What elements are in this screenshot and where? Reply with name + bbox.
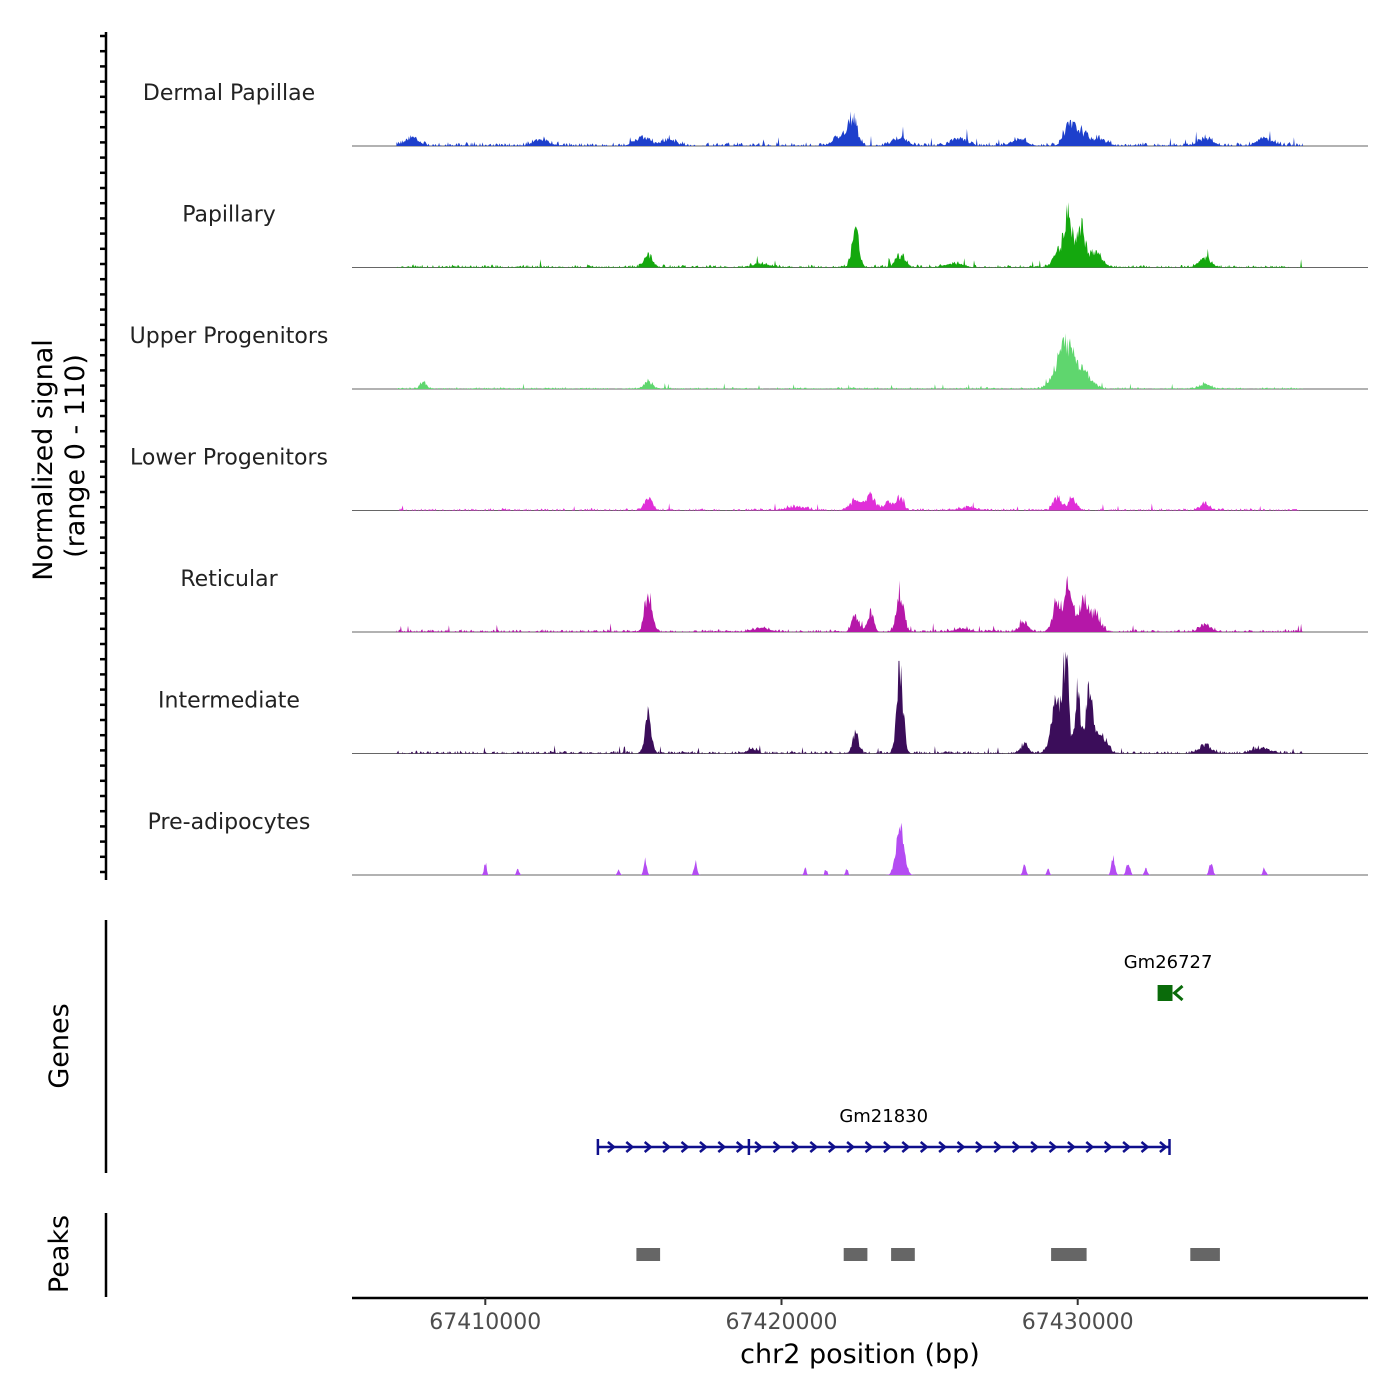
x-tick-label: 67420000 [726,1310,838,1335]
gene-strand-arrow [625,1141,635,1153]
peak-region [891,1248,915,1261]
gene-label: Gm26727 [1124,952,1213,973]
gene-gm21830: Gm21830 [596,1106,1171,1155]
gene-exon [1157,985,1173,1001]
track-dermal-papillae: Dermal Papillae [143,81,1368,147]
track-label: Reticular [180,567,278,592]
gene-strand-arrow [1140,1141,1150,1153]
gene-strand-arrow [699,1141,708,1153]
peak-region [636,1248,661,1261]
track-reticular: Reticular [180,567,1368,633]
gene-strand-arrow [809,1141,819,1153]
track-intermediate: Intermediate [158,651,1368,754]
track-papillary: Papillary [182,202,1368,268]
x-axis-label: chr2 position (bp) [740,1339,980,1370]
y-axis-label-line2: (range 0 - 110) [60,354,91,558]
gene-strand-arrow [643,1141,653,1153]
y-axis-label-line1: Normalized signal [28,339,59,581]
track-label: Lower Progenitors [130,446,328,471]
gene-strand-arrow [993,1141,1003,1153]
peak-region [1051,1248,1087,1261]
track-label: Papillary [182,203,276,228]
gene-strand-arrow [1172,984,1184,1002]
gene-strand-arrow [1122,1141,1132,1153]
gene-strand-arrow [827,1141,837,1153]
x-tick-label: 67410000 [429,1310,541,1335]
gene-strand-arrow [662,1141,672,1153]
x-axis-ticks: 67410000 67420000 67430000 [429,1298,1134,1335]
signal-area [396,111,1303,146]
x-tick-label: 67430000 [1022,1310,1134,1335]
gene-strand-arrow [1048,1141,1058,1153]
gene-strand-arrow [735,1141,745,1153]
signal-area [396,333,1303,389]
gene-strand-arrow [864,1141,874,1153]
track-label: Intermediate [158,689,300,714]
gene-strand-arrow [1011,1141,1021,1153]
gene-strand-arrow [956,1141,966,1153]
gene-strand-arrow [919,1141,929,1153]
gene-strand-arrow [772,1141,782,1153]
gene-strand-arrow [717,1141,727,1153]
gene-track: Gm26727 Gm21830 [596,952,1213,1155]
gene-strand-arrow [1030,1141,1040,1153]
gene-strand-arrow [1085,1141,1095,1153]
gene-strand-arrow [1159,1141,1168,1153]
track-label: Upper Progenitors [130,324,329,349]
track-upper-progenitors: Upper Progenitors [130,324,1368,390]
signal-area [396,491,1303,511]
track-pre-adipocytes: Pre-adipocytes [148,810,1368,876]
signal-tracks: Dermal Papillae Papillary Upper Progenitor… [130,81,1368,876]
peak-region [843,1248,868,1261]
signal-area [396,651,1303,754]
gene-strand-arrow [607,1141,616,1153]
gene-strand-arrow [883,1141,892,1153]
track-label: Pre-adipocytes [148,810,311,835]
peak-track [636,1248,1220,1261]
gene-strand-arrow [975,1141,984,1153]
gene-strand-arrow [791,1141,800,1153]
gene-strand-arrow [901,1141,911,1153]
gene-strand-arrow [1067,1141,1076,1153]
genes-axis-label: Genes [44,1003,75,1088]
gene-label: Gm21830 [839,1106,928,1127]
gene-strand-arrow [680,1141,690,1153]
gene-gm26727: Gm26727 [1124,952,1213,1002]
signal-area [396,575,1303,632]
peak-region [1190,1248,1220,1261]
track-label: Dermal Papillae [143,81,315,106]
peaks-axis-label: Peaks [44,1215,75,1293]
signal-area [396,822,1303,875]
gene-strand-arrow [846,1141,856,1153]
gene-strand-arrow [938,1141,948,1153]
signal-y-ticks [100,34,106,874]
track-lower-progenitors: Lower Progenitors [130,446,1368,511]
gene-strand-arrow [1103,1141,1113,1153]
gene-strand-arrow [754,1141,764,1153]
signal-area [396,202,1303,268]
